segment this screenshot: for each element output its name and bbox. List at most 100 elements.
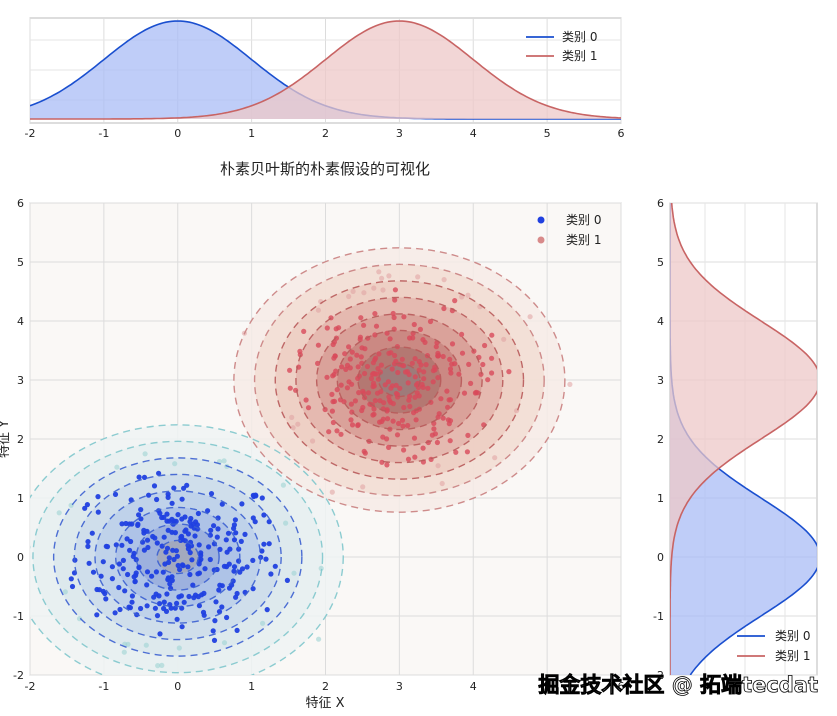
scatter-point-1 xyxy=(452,298,458,304)
main-legend: 类别 0 类别 1 xyxy=(537,213,601,247)
scatter-point-1 xyxy=(489,332,495,338)
scatter-point-1 xyxy=(372,332,378,338)
scatter-point-0 xyxy=(164,545,171,552)
scatter-point-0 xyxy=(122,588,128,594)
scatter-point-1 xyxy=(387,336,393,342)
top-x-tick-label: -2 xyxy=(25,127,36,140)
scatter-point-1 xyxy=(371,383,377,389)
scatter-point-0 xyxy=(125,571,131,578)
scatter-point-0 xyxy=(250,515,256,521)
scatter-point-1 xyxy=(445,404,451,410)
main-x-tick-label: 4 xyxy=(470,680,477,693)
scatter-point-1 xyxy=(343,366,349,372)
scatter-point-0 xyxy=(154,540,160,546)
scatter-point-1 xyxy=(405,380,411,386)
scatter-point-0 xyxy=(123,520,129,527)
scatter-point-0 xyxy=(151,594,157,600)
scatter-point-1 xyxy=(376,269,382,275)
scatter-point-1 xyxy=(369,371,376,377)
top-density-line-1 xyxy=(30,20,621,120)
scatter-point-0 xyxy=(210,628,216,634)
right-y-tick-label: 6 xyxy=(657,197,664,210)
scatter-point-0 xyxy=(224,614,230,621)
scatter-point-0 xyxy=(318,565,324,572)
top-legend: 类别 0 类别 1 xyxy=(526,30,597,63)
scatter-point-1 xyxy=(355,364,361,370)
scatter-point-0 xyxy=(219,501,225,507)
scatter-point-1 xyxy=(370,412,376,418)
scatter-point-0 xyxy=(179,624,185,630)
scatter-point-1 xyxy=(411,435,418,441)
scatter-point-0 xyxy=(242,531,248,538)
scatter-point-0 xyxy=(176,594,182,600)
scatter-point-1 xyxy=(431,426,437,432)
main-x-tick-label: 6 xyxy=(618,680,625,693)
contour-line-1-7 xyxy=(377,362,421,398)
scatter-point-0 xyxy=(150,533,156,540)
scatter-point-0 xyxy=(136,512,142,518)
scatter-point-0 xyxy=(96,587,102,593)
scatter-point-0 xyxy=(85,543,91,550)
scatter-point-0 xyxy=(266,519,272,525)
scatter-point-1 xyxy=(370,360,376,366)
scatter-point-0 xyxy=(127,605,133,611)
scatter-point-1 xyxy=(384,436,390,442)
scatter-point-1 xyxy=(459,350,466,356)
scatter-point-1 xyxy=(372,398,378,404)
scatter-point-1 xyxy=(372,311,378,317)
scatter-point-1 xyxy=(446,397,452,403)
scatter-point-0 xyxy=(205,508,211,514)
scatter-point-1 xyxy=(435,375,441,381)
scatter-point-1 xyxy=(393,390,399,397)
scatter-point-1 xyxy=(409,360,415,366)
scatter-point-1 xyxy=(411,321,417,328)
scatter-point-1 xyxy=(359,407,365,414)
scatter-point-0 xyxy=(190,582,196,588)
scatter-point-1 xyxy=(367,401,373,407)
scatter-point-0 xyxy=(187,571,193,578)
scatter-point-0 xyxy=(212,618,218,624)
scatter-point-0 xyxy=(163,608,170,615)
scatter-point-0 xyxy=(189,557,195,563)
scatter-point-0 xyxy=(179,496,185,502)
scatter-point-0 xyxy=(86,560,92,566)
contour-line-1-1 xyxy=(253,263,545,497)
scatter-point-1 xyxy=(436,411,442,417)
scatter-point-0 xyxy=(153,569,159,575)
scatter-point-1 xyxy=(341,399,347,405)
scatter-point-0 xyxy=(68,576,74,582)
right-y-tick-label: 2 xyxy=(657,433,664,446)
scatter-point-1 xyxy=(430,379,436,385)
x-axis-label: 特征 X xyxy=(305,696,344,711)
scatter-point-1 xyxy=(447,418,454,424)
scatter-point-0 xyxy=(109,564,115,570)
scatter-point-1 xyxy=(392,287,398,293)
scatter-point-0 xyxy=(207,532,213,538)
scatter-point-1 xyxy=(386,350,392,356)
scatter-point-0 xyxy=(260,620,266,626)
scatter-point-0 xyxy=(239,501,245,507)
main-y-tick-label: 6 xyxy=(17,197,24,210)
scatter-point-0 xyxy=(120,557,126,564)
scatter-point-1 xyxy=(287,385,293,391)
scatter-point-1 xyxy=(329,408,335,414)
scatter-point-1 xyxy=(438,396,444,402)
right-density-line-1 xyxy=(670,203,817,675)
scatter-point-1 xyxy=(413,417,419,423)
scatter-point-0 xyxy=(187,519,193,525)
scatter-point-0 xyxy=(221,640,228,646)
scatter-point-1 xyxy=(447,356,453,362)
scatter-point-1 xyxy=(427,318,434,325)
scatter-point-0 xyxy=(223,537,229,543)
scatter-point-0 xyxy=(154,496,160,503)
scatter-point-1 xyxy=(334,387,340,393)
scatter-point-1 xyxy=(420,337,426,343)
scatter-point-1 xyxy=(334,428,340,434)
scatter-point-0 xyxy=(161,534,167,540)
scatter-point-0 xyxy=(170,547,176,553)
top-x-tick-label: 3 xyxy=(396,127,403,140)
scatter-point-1 xyxy=(527,314,533,320)
scatter-point-1 xyxy=(449,341,456,347)
scatter-point-0 xyxy=(181,599,187,605)
scatter-point-1 xyxy=(384,408,390,414)
